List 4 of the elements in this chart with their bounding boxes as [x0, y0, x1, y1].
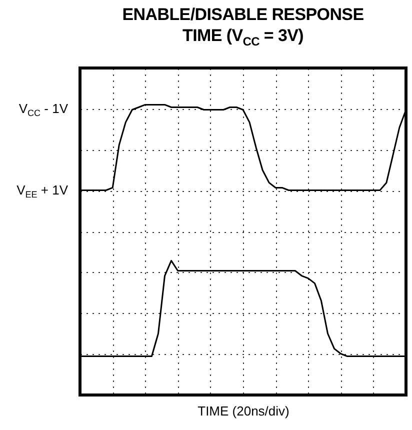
text: V$_{CC}$ - 1V	[18, 100, 68, 118]
chart-title: ENABLE/DISABLE RESPONSE TIME (V$_{CC}$ = 3V)	[121, 4, 365, 50]
text: V$_{EE}$ + 1V	[16, 182, 68, 200]
x-axis-title: TIME (20ns/div)	[198, 404, 290, 418]
